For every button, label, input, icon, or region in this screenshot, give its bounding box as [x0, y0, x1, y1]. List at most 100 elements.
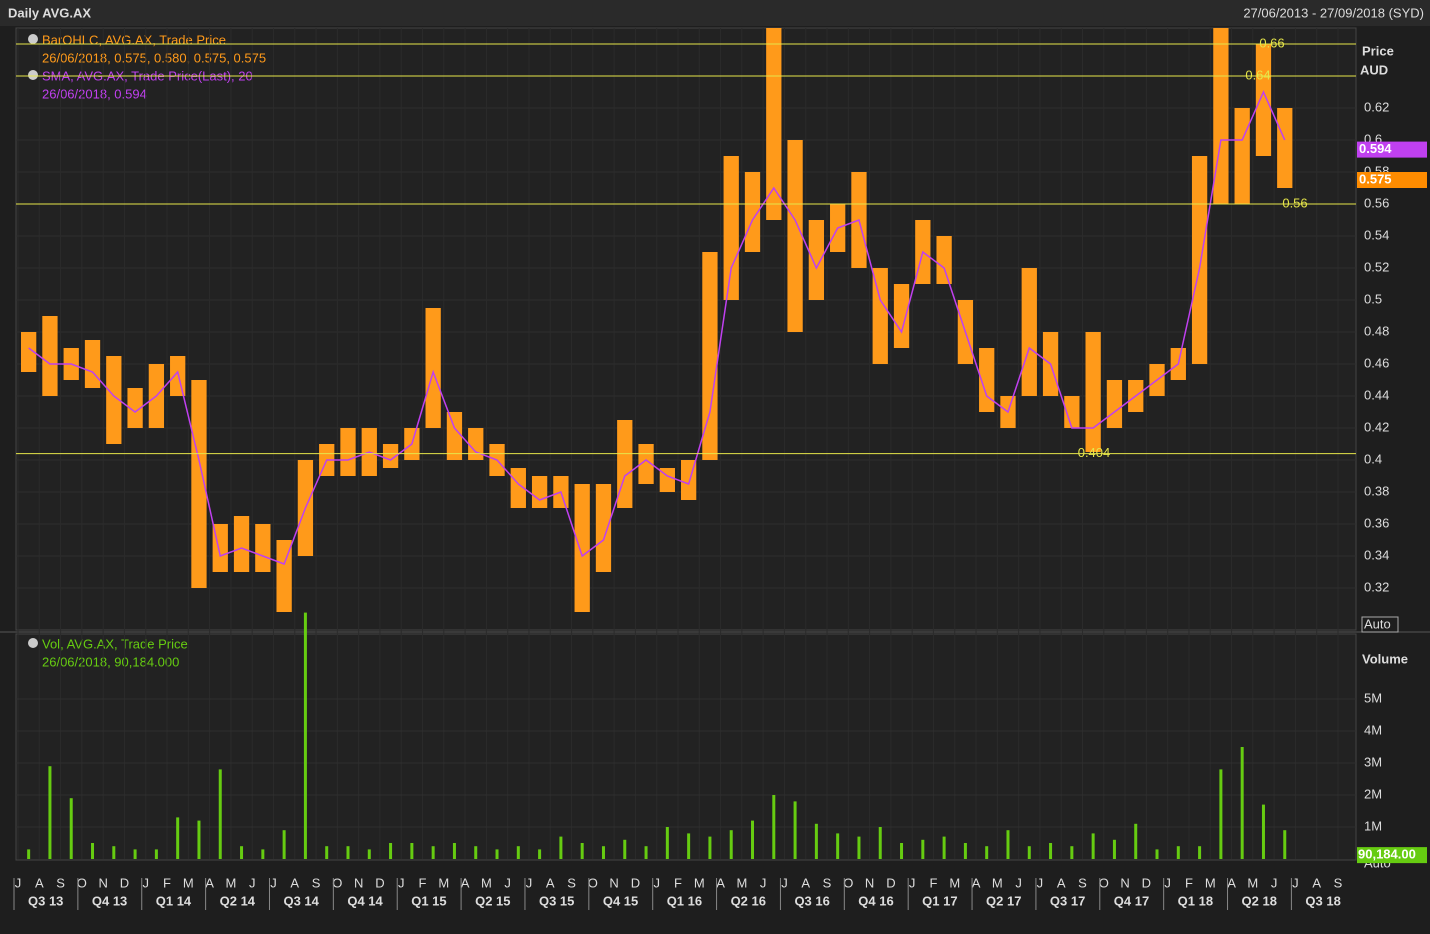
volume-bar: [878, 827, 882, 859]
x-tick-label: M: [1247, 875, 1258, 890]
volume-bar: [303, 612, 307, 859]
x-tick-label: J: [909, 875, 916, 890]
quarter-label: Q3 16: [794, 893, 829, 908]
volume-bar: [1112, 839, 1116, 859]
legend-icon[interactable]: [28, 638, 38, 648]
header-bar: [0, 0, 1430, 26]
volume-bar: [1283, 830, 1287, 859]
volume-bar: [240, 846, 244, 859]
auto-button[interactable]: [1361, 616, 1399, 633]
x-tick-label: M: [438, 875, 449, 890]
quarter-label: Q2 16: [731, 893, 766, 908]
last-value-tag: [1357, 141, 1427, 158]
quarter-label: Q1 17: [922, 893, 957, 908]
price-bar: [425, 308, 441, 428]
volume-bar: [601, 846, 605, 859]
volume-bar: [814, 823, 818, 859]
x-tick-label: D: [1142, 875, 1151, 890]
volume-bar: [1176, 846, 1180, 859]
volume-bar: [772, 795, 776, 859]
volume-bar: [1219, 769, 1223, 859]
quarter-label: Q4 15: [603, 893, 638, 908]
x-tick-label: F: [1185, 875, 1193, 890]
x-tick-label: F: [929, 875, 937, 890]
x-tick-label: J: [1292, 875, 1299, 890]
x-tick-label: M: [992, 875, 1003, 890]
volume-bar: [963, 843, 967, 859]
volume-bar: [452, 843, 456, 859]
volume-panel: [15, 633, 1357, 861]
volume-bar: [282, 830, 286, 859]
x-tick-label: N: [865, 875, 874, 890]
price-bar: [766, 28, 782, 220]
price-bar: [1064, 396, 1080, 428]
quarter-label: Q2 15: [475, 893, 510, 908]
reference-label: 0.64: [1245, 67, 1270, 82]
legend-ohlc-value: 26/06/2018, 0.575, 0.580, 0.575, 0.575: [42, 50, 266, 65]
x-tick-label: A: [972, 875, 981, 890]
x-tick-label: J: [1164, 875, 1171, 890]
x-tick-label: F: [674, 875, 682, 890]
x-tick-label: N: [1120, 875, 1129, 890]
y-tick-label: 0.4: [1364, 451, 1382, 466]
x-tick-label: M: [225, 875, 236, 890]
y-tick-label: 2M: [1364, 786, 1382, 801]
quarter-label: Q2 18: [1242, 893, 1277, 908]
x-tick-label: D: [886, 875, 895, 890]
price-bar: [1255, 44, 1272, 156]
x-tick-label: J: [504, 875, 511, 890]
legend-ohlc: BarOHLC, AVG.AX, Trade Price: [42, 32, 226, 47]
volume-bar: [69, 798, 73, 859]
x-tick-label: M: [183, 875, 194, 890]
volume-bar: [921, 839, 925, 859]
price-bar: [531, 476, 548, 508]
y-tick-label: 0.44: [1364, 387, 1389, 402]
volume-bar: [176, 817, 180, 859]
x-tick-label: O: [843, 875, 853, 890]
volume-bar: [1198, 846, 1202, 859]
volume-bar: [367, 849, 371, 859]
x-tick-label: N: [98, 875, 107, 890]
price-bar: [233, 516, 250, 572]
legend-icon[interactable]: [28, 34, 38, 44]
price-bar: [979, 348, 995, 412]
price-bar: [723, 156, 739, 300]
volume-bar: [48, 766, 52, 859]
price-scale-mode[interactable]: Auto: [1364, 616, 1391, 631]
price-bar: [191, 380, 207, 588]
quarter-label: Q4 17: [1114, 893, 1149, 908]
quarter-label: Q1 18: [1178, 893, 1213, 908]
price-bar: [808, 220, 825, 300]
y-tick-label: 0.62: [1364, 99, 1389, 114]
x-tick-label: J: [142, 875, 149, 890]
price-bar: [574, 484, 590, 612]
price-bar: [42, 316, 58, 396]
y-tick-label: 0.36: [1364, 515, 1389, 530]
volume-bar: [133, 849, 137, 859]
last-value-label: 90,184.00: [1358, 847, 1416, 862]
x-tick-label: F: [419, 875, 427, 890]
legend-volume: Vol, AVG.AX, Trade Price: [42, 636, 188, 651]
volume-bar: [1027, 846, 1031, 859]
x-tick-label: S: [1078, 875, 1087, 890]
volume-bar: [942, 836, 946, 859]
y-tick-label: 0.54: [1364, 227, 1389, 242]
x-tick-label: J: [1037, 875, 1044, 890]
legend-icon[interactable]: [28, 70, 38, 80]
volume-axis-title: Volume: [1362, 651, 1408, 666]
volume-bar: [1049, 843, 1053, 859]
volume-bar: [516, 846, 520, 859]
x-tick-label: J: [249, 875, 256, 890]
volume-bar: [623, 839, 627, 859]
quarter-label: Q1 14: [156, 893, 192, 908]
volume-bar: [1091, 833, 1095, 859]
x-tick-label: S: [1334, 875, 1343, 890]
volume-bar: [985, 846, 989, 859]
x-tick-label: D: [375, 875, 384, 890]
x-tick-label: J: [1015, 875, 1022, 890]
quarter-label: Q4 13: [92, 893, 127, 908]
y-tick-label: 0.52: [1364, 259, 1389, 274]
volume-bar: [325, 846, 329, 859]
quarter-label: Q1 15: [411, 893, 446, 908]
